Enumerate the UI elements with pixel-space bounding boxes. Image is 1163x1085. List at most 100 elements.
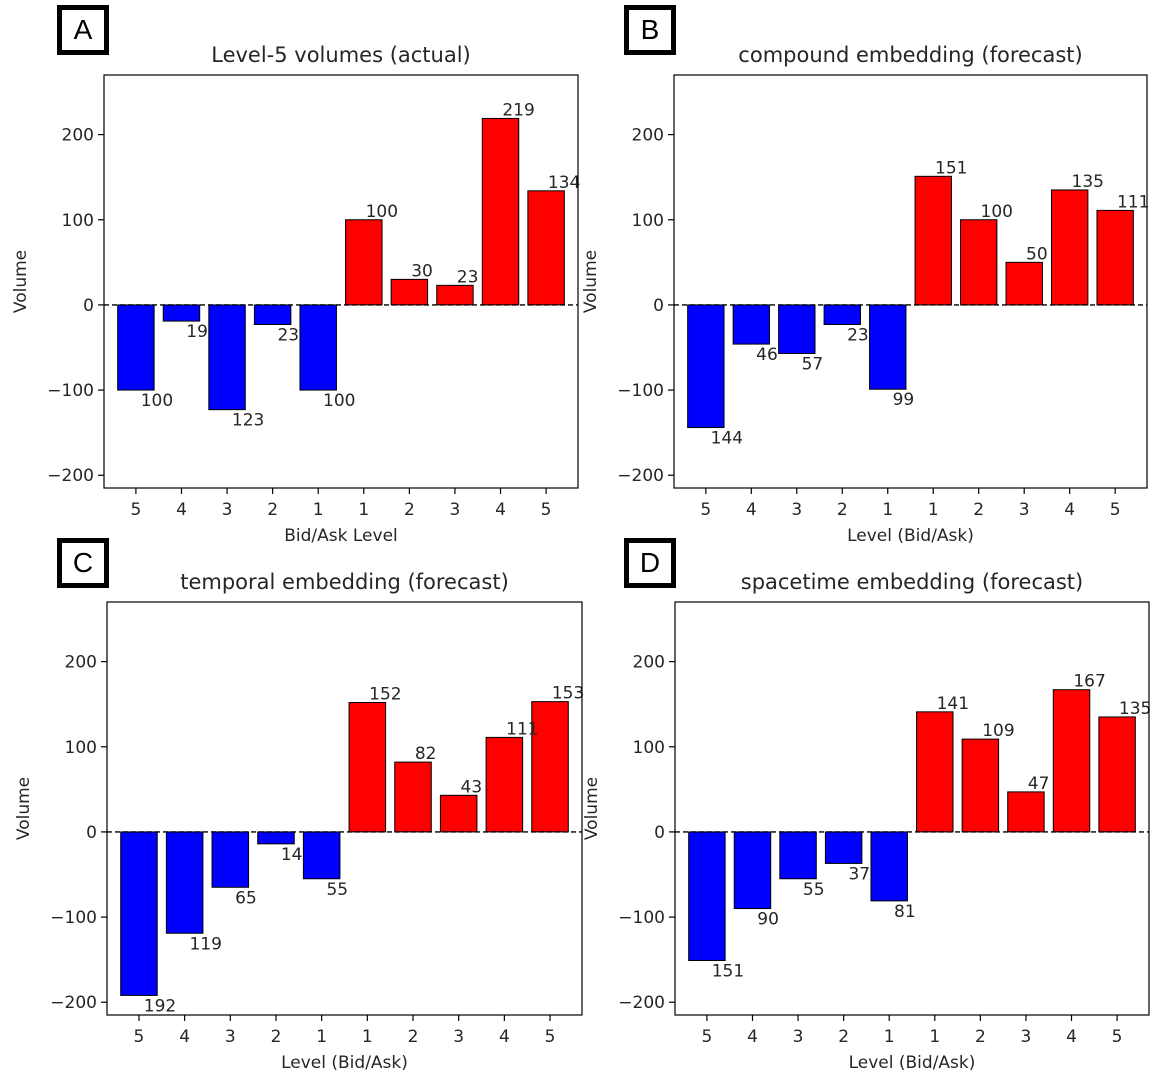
x-tick-label-6: 2 (975, 1027, 986, 1047)
y-axis-label: Volume (11, 250, 31, 313)
x-tick-label-2: 3 (222, 500, 233, 520)
x-tick-label-8: 4 (499, 1027, 510, 1047)
bar-bid-2 (779, 831, 817, 880)
x-tick-label-5: 1 (362, 1027, 373, 1047)
x-tick-label-5: 1 (928, 500, 939, 520)
x-tick-label-9: 5 (545, 1027, 556, 1047)
data-label-2: 55 (803, 880, 825, 900)
y-tick-label-2: 0 (83, 296, 94, 316)
x-tick-label-8: 4 (495, 500, 506, 520)
data-label-8: 219 (502, 100, 534, 120)
bar-ask-7 (439, 794, 478, 833)
chart-title: spacetime embedding (forecast) (741, 570, 1083, 594)
bar-bid-4 (870, 831, 908, 902)
bar-bid-1 (733, 831, 772, 910)
x-tick-label-1: 4 (747, 1027, 758, 1047)
bar-ask-5 (348, 701, 387, 833)
y-tick-label-3: 100 (633, 738, 665, 758)
data-label-6: 100 (981, 202, 1013, 222)
plot-frame (106, 601, 583, 1016)
bar-ask-5 (914, 175, 952, 306)
x-tick-label-0: 5 (700, 500, 711, 520)
x-tick-label-0: 5 (701, 1027, 712, 1047)
x-tick-label-4: 1 (316, 1027, 327, 1047)
data-label-8: 135 (1072, 172, 1104, 192)
data-label-1: 19 (186, 322, 208, 342)
bar-ask-6 (394, 761, 432, 833)
y-axis-label: Volume (582, 777, 602, 840)
bar-ask-5 (916, 711, 954, 833)
data-label-0: 151 (712, 962, 744, 982)
data-label-6: 30 (411, 261, 433, 281)
x-tick-label-7: 3 (450, 500, 461, 520)
data-label-5: 100 (366, 202, 398, 222)
bar-bid-0 (687, 304, 725, 429)
y-tick-label-2: 0 (653, 296, 664, 316)
data-label-7: 47 (1028, 774, 1050, 794)
data-label-6: 109 (982, 721, 1014, 741)
y-tick-label-4: 200 (62, 126, 94, 146)
bar-bid-2 (211, 831, 250, 888)
x-axis-label: Level (Bid/Ask) (281, 1053, 408, 1073)
bar-ask-7 (436, 284, 474, 306)
bar-ask-9 (1098, 716, 1136, 833)
data-label-2: 65 (235, 888, 257, 908)
chart-panel-d: 1519055378114110947167135−200−1000100200… (582, 570, 1151, 1073)
x-tick-label-7: 3 (1021, 1027, 1032, 1047)
chart-panel-c: 1921196514551528243111153−200−1000100200… (14, 570, 584, 1073)
bar-ask-5 (345, 219, 383, 306)
y-axis-label: Volume (14, 777, 34, 840)
x-tick-label-0: 5 (130, 500, 141, 520)
bar-ask-6 (961, 738, 1000, 833)
bar-bid-3 (823, 304, 861, 326)
x-tick-label-7: 3 (453, 1027, 464, 1047)
y-tick-label-2: 0 (654, 823, 665, 843)
y-tick-label-1: −100 (47, 381, 94, 401)
y-tick-label-3: 100 (632, 211, 664, 231)
data-label-9: 134 (548, 173, 580, 193)
x-tick-label-4: 1 (882, 500, 893, 520)
data-label-1: 119 (189, 934, 221, 954)
data-label-3: 14 (281, 845, 303, 865)
data-label-3: 37 (848, 864, 870, 884)
data-label-4: 55 (326, 880, 348, 900)
y-tick-label-2: 0 (86, 823, 97, 843)
chart-title: Level-5 volumes (actual) (211, 43, 471, 67)
y-tick-label-0: −200 (617, 466, 664, 486)
data-label-4: 99 (893, 390, 915, 410)
bar-ask-8 (1050, 189, 1089, 306)
data-label-9: 153 (552, 684, 584, 704)
y-tick-label-1: −100 (618, 908, 665, 928)
bar-bid-3 (253, 304, 292, 326)
bar-ask-7 (1005, 261, 1043, 306)
data-label-3: 23 (847, 326, 869, 346)
bar-bid-4 (869, 304, 907, 390)
bar-bid-2 (208, 304, 246, 411)
panel-label-d: D (624, 538, 676, 588)
x-tick-label-8: 4 (1064, 500, 1075, 520)
bar-bid-1 (165, 831, 204, 934)
x-tick-label-8: 4 (1066, 1027, 1077, 1047)
bar-ask-6 (390, 278, 429, 306)
x-tick-label-3: 2 (837, 500, 848, 520)
y-tick-label-4: 200 (633, 653, 665, 673)
x-tick-label-2: 3 (793, 1027, 804, 1047)
bar-ask-9 (527, 190, 565, 306)
data-label-8: 167 (1073, 672, 1105, 692)
plot-frame (674, 601, 1150, 1016)
bar-ask-7 (1007, 791, 1045, 833)
x-tick-label-3: 2 (267, 500, 278, 520)
data-label-1: 90 (757, 910, 779, 930)
x-tick-label-4: 1 (884, 1027, 895, 1047)
x-tick-label-1: 4 (176, 500, 187, 520)
bar-bid-3 (824, 831, 863, 864)
bar-bid-2 (778, 304, 816, 354)
x-axis-label: Level (Bid/Ask) (847, 526, 974, 546)
data-label-0: 192 (144, 996, 176, 1016)
x-tick-label-7: 3 (1019, 500, 1030, 520)
data-label-9: 135 (1119, 699, 1151, 719)
bar-ask-8 (485, 736, 524, 833)
data-label-0: 100 (141, 391, 173, 411)
